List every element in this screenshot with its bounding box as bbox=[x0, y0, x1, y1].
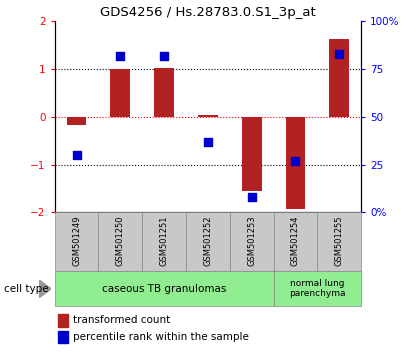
Polygon shape bbox=[39, 280, 51, 298]
Text: GSM501251: GSM501251 bbox=[160, 215, 168, 266]
Bar bbox=[198, 115, 218, 117]
Bar bbox=[110, 69, 130, 117]
Bar bbox=[273, 212, 318, 271]
Bar bbox=[58, 314, 68, 327]
Point bbox=[73, 152, 80, 158]
Text: GSM501255: GSM501255 bbox=[335, 215, 344, 266]
Point bbox=[336, 51, 343, 57]
Bar bbox=[55, 271, 273, 306]
Text: GSM501252: GSM501252 bbox=[203, 215, 213, 266]
Bar bbox=[230, 212, 273, 271]
Point bbox=[161, 53, 168, 58]
Bar bbox=[273, 271, 361, 306]
Bar bbox=[154, 68, 174, 117]
Bar bbox=[242, 117, 262, 191]
Text: GSM501253: GSM501253 bbox=[247, 215, 256, 266]
Text: GSM501254: GSM501254 bbox=[291, 215, 300, 266]
Text: percentile rank within the sample: percentile rank within the sample bbox=[73, 332, 249, 342]
Point bbox=[248, 194, 255, 200]
Point bbox=[117, 53, 123, 58]
Bar bbox=[329, 39, 349, 117]
Text: transformed count: transformed count bbox=[73, 315, 170, 325]
Bar bbox=[98, 212, 142, 271]
Bar bbox=[318, 212, 361, 271]
Bar bbox=[58, 331, 68, 343]
Text: normal lung
parenchyma: normal lung parenchyma bbox=[289, 279, 346, 298]
Bar bbox=[186, 212, 230, 271]
Text: caseous TB granulomas: caseous TB granulomas bbox=[102, 284, 226, 293]
Text: cell type: cell type bbox=[4, 284, 49, 294]
Bar bbox=[67, 117, 87, 125]
Text: GSM501250: GSM501250 bbox=[116, 215, 125, 266]
Point bbox=[205, 139, 211, 144]
Text: GSM501249: GSM501249 bbox=[72, 215, 81, 266]
Title: GDS4256 / Hs.28783.0.S1_3p_at: GDS4256 / Hs.28783.0.S1_3p_at bbox=[100, 6, 316, 19]
Point bbox=[292, 158, 299, 164]
Bar bbox=[55, 212, 98, 271]
Bar bbox=[286, 117, 305, 209]
Bar bbox=[142, 212, 186, 271]
